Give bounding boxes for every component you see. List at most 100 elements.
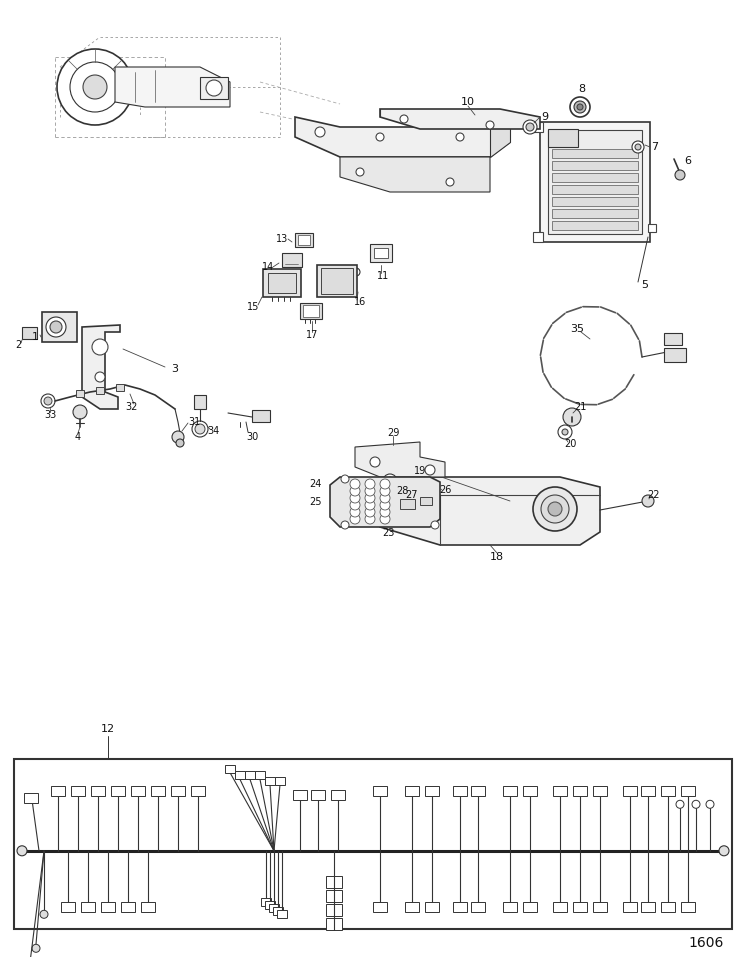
Bar: [623, 787, 637, 796]
Bar: [96, 387, 104, 394]
Bar: [255, 771, 265, 779]
Circle shape: [425, 465, 435, 475]
Text: 8: 8: [578, 84, 586, 94]
Bar: [121, 901, 135, 912]
Text: 26: 26: [439, 485, 452, 495]
Circle shape: [719, 846, 729, 856]
Bar: [400, 499, 415, 509]
Bar: [405, 901, 419, 912]
Bar: [76, 390, 84, 397]
Bar: [91, 787, 105, 796]
Circle shape: [380, 507, 390, 517]
Bar: [326, 890, 342, 902]
Text: 31: 31: [188, 417, 200, 427]
Text: 25: 25: [310, 497, 322, 507]
Bar: [265, 901, 275, 909]
Circle shape: [70, 62, 120, 112]
Bar: [420, 497, 432, 505]
Bar: [317, 265, 357, 297]
Bar: [81, 901, 95, 912]
Circle shape: [95, 372, 105, 382]
Bar: [116, 384, 124, 391]
Circle shape: [400, 115, 408, 123]
Circle shape: [562, 429, 568, 435]
Bar: [533, 122, 543, 132]
Polygon shape: [295, 117, 510, 157]
Polygon shape: [355, 442, 445, 477]
Circle shape: [526, 123, 534, 131]
Bar: [503, 901, 517, 912]
Polygon shape: [330, 477, 440, 527]
Circle shape: [523, 120, 537, 134]
Bar: [664, 333, 682, 345]
Text: 5: 5: [641, 280, 649, 290]
Bar: [540, 122, 650, 242]
Circle shape: [570, 97, 590, 117]
Text: 21: 21: [574, 402, 586, 412]
Bar: [200, 77, 228, 99]
Text: 35: 35: [570, 324, 584, 334]
Circle shape: [380, 479, 390, 489]
Circle shape: [706, 800, 714, 809]
Circle shape: [57, 49, 133, 125]
Bar: [225, 765, 235, 772]
Bar: [552, 173, 638, 182]
Text: 6: 6: [685, 156, 692, 166]
Bar: [548, 130, 642, 234]
Circle shape: [192, 421, 208, 437]
Bar: [593, 787, 607, 796]
Text: 1606: 1606: [688, 936, 724, 950]
Bar: [14, 759, 732, 929]
Circle shape: [548, 502, 562, 516]
Circle shape: [50, 321, 62, 333]
Circle shape: [350, 479, 360, 489]
Bar: [265, 776, 275, 785]
Circle shape: [365, 514, 375, 524]
Text: 4: 4: [75, 432, 81, 442]
Bar: [453, 901, 467, 912]
Circle shape: [563, 408, 581, 426]
Bar: [326, 877, 342, 888]
Bar: [370, 244, 392, 262]
Text: 34: 34: [207, 426, 219, 436]
Circle shape: [352, 268, 360, 276]
Circle shape: [692, 800, 700, 809]
Bar: [552, 209, 638, 218]
Bar: [295, 233, 313, 247]
Bar: [681, 787, 695, 796]
Bar: [661, 901, 675, 912]
Bar: [194, 395, 206, 409]
Bar: [51, 787, 65, 796]
Circle shape: [44, 397, 52, 405]
Bar: [111, 787, 125, 796]
Bar: [573, 901, 587, 912]
Bar: [661, 787, 675, 796]
Circle shape: [73, 405, 87, 419]
Text: 24: 24: [309, 479, 321, 489]
Text: 19: 19: [414, 466, 426, 476]
Circle shape: [456, 133, 464, 141]
Circle shape: [172, 431, 184, 443]
Text: 18: 18: [490, 552, 504, 562]
Circle shape: [676, 800, 684, 809]
Text: 9: 9: [542, 112, 548, 122]
Text: 23: 23: [382, 528, 394, 538]
Bar: [425, 787, 439, 796]
Text: 7: 7: [652, 142, 658, 152]
Bar: [373, 901, 387, 912]
Bar: [261, 899, 271, 906]
Bar: [552, 221, 638, 230]
Circle shape: [46, 317, 66, 337]
Circle shape: [92, 339, 108, 355]
Text: 29: 29: [387, 428, 399, 438]
Circle shape: [350, 500, 360, 510]
Text: 30: 30: [246, 432, 258, 442]
Circle shape: [365, 479, 375, 489]
Polygon shape: [380, 109, 540, 129]
Bar: [425, 901, 439, 912]
Circle shape: [376, 133, 384, 141]
Circle shape: [380, 493, 390, 503]
Bar: [593, 901, 607, 912]
Circle shape: [380, 500, 390, 510]
Bar: [101, 901, 115, 912]
